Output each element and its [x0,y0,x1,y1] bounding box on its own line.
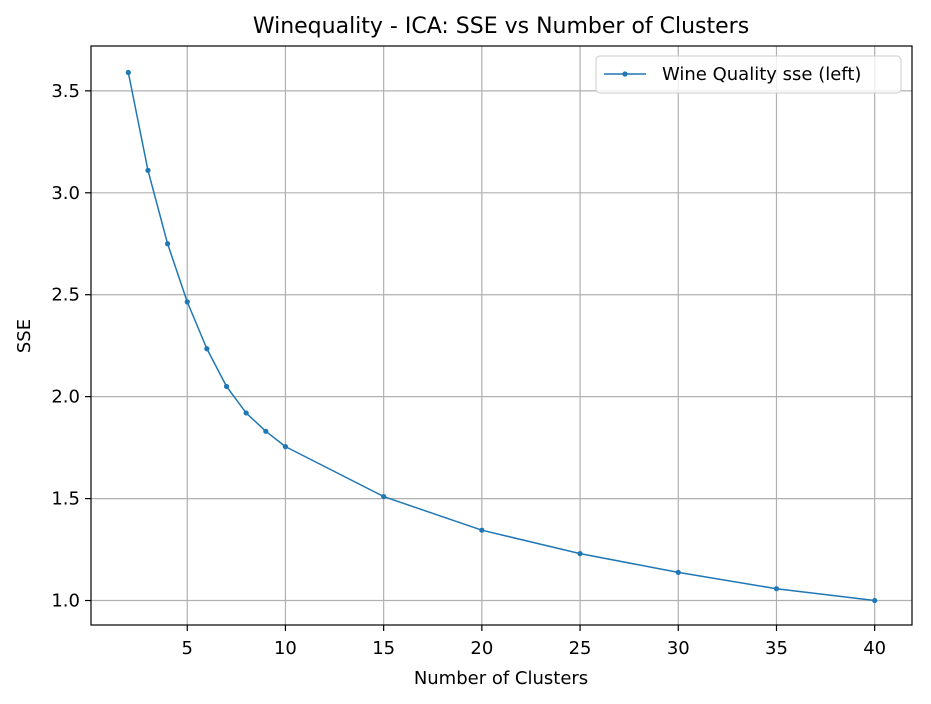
data-point [263,428,269,434]
x-tick-label: 35 [765,638,788,659]
legend-entry-label: Wine Quality sse (left) [662,64,861,85]
legend-marker-swatch [622,71,628,77]
grid [91,46,912,625]
y-axis: 1.0 1.5 2.0 2.5 3.0 3.5 [51,81,91,612]
y-tick-label: 3.5 [51,81,80,102]
y-tick-label: 2.5 [51,285,80,306]
data-point [675,569,681,576]
data-point [204,346,210,352]
plot-area [90,45,913,626]
y-tick-label: 1.0 [51,591,80,612]
data-point [282,444,289,450]
data-point [872,597,878,604]
x-axis: 5 10 15 20 25 30 35 40 [182,625,886,659]
chart-title: Winequality - ICA: SSE vs Number of Clus… [253,14,749,39]
data-point [125,69,131,76]
data-point [381,493,387,500]
data-point [223,383,230,390]
data-point [479,527,485,533]
x-tick-label: 10 [274,638,297,659]
x-tick-label: 30 [667,638,690,659]
legend-box [595,55,902,94]
plot-frame [90,45,913,626]
x-tick-label: 20 [470,638,493,659]
data-point [184,299,190,305]
y-tick-label: 3.0 [51,183,80,204]
y-tick-label: 1.5 [51,489,80,510]
x-axis-label: Number of Clusters [414,668,588,689]
data-point [577,551,583,557]
series-layer [125,69,878,604]
data-point [773,586,780,592]
x-tick-label: 40 [863,638,886,659]
data-point [145,167,151,173]
x-tick-label: 25 [569,638,592,659]
data-point [165,241,171,247]
legend: Wine Quality sse (left) [595,55,902,94]
x-tick-label: 5 [182,638,193,659]
y-tick-label: 2.0 [51,387,80,408]
x-tick-label: 15 [372,638,395,659]
y-axis-label: SSE [14,319,35,353]
data-point [243,410,249,416]
plot-background [91,46,912,625]
